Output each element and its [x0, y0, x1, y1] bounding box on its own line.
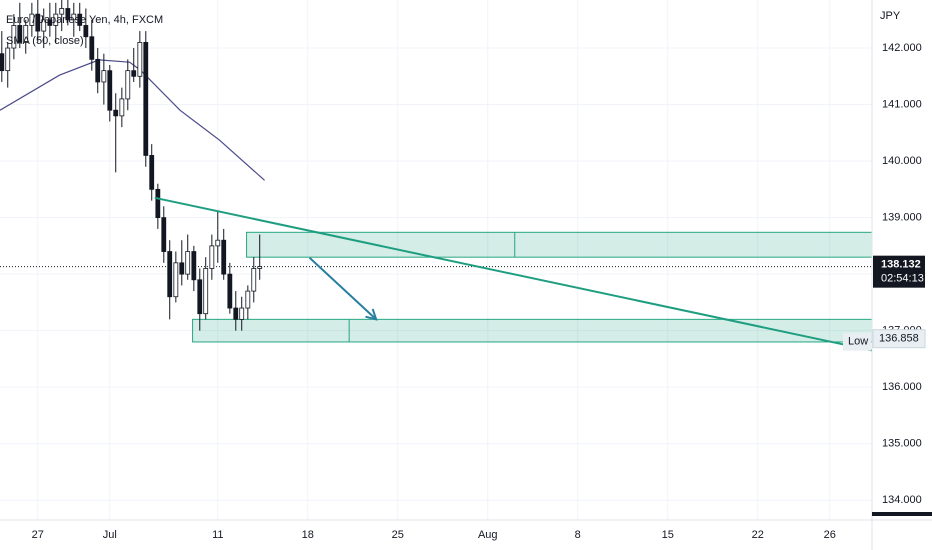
candle-body [71, 13, 77, 21]
candle-body [101, 70, 107, 83]
candle-body [167, 251, 173, 298]
candle-body [251, 268, 257, 292]
candle-body [209, 245, 215, 269]
candle-body [215, 239, 221, 247]
candle-body [77, 13, 83, 26]
trend-line [154, 196, 872, 352]
candle-body [239, 307, 245, 320]
low-box [872, 329, 926, 349]
y-tick-label: 142.000 [882, 42, 922, 54]
y-tick-label: 134.000 [882, 494, 922, 506]
candle-body [53, 13, 59, 26]
y-tick-label: 139.000 [882, 212, 922, 224]
candle-body [95, 58, 101, 83]
candle-body [227, 273, 233, 309]
candle-body [17, 25, 23, 43]
candle-body [161, 217, 167, 252]
low-name-label: Low [848, 336, 868, 348]
candle-body [83, 25, 89, 38]
candle-body [131, 70, 137, 77]
x-tick-label: 25 [392, 529, 404, 541]
candle-body [173, 262, 179, 298]
candle-body [41, 19, 47, 32]
candle-body [65, 8, 71, 21]
last-price-box [873, 255, 925, 288]
low-price-label: 136.858 [879, 333, 919, 345]
x-tick-label: 8 [575, 529, 581, 541]
candle-body [137, 41, 143, 77]
chart-title: Euro / Japanese Yen, 4h, FXCM [6, 14, 163, 26]
x-tick-label: Aug [478, 529, 498, 541]
candle-body [143, 41, 149, 156]
axis-corner [872, 512, 932, 516]
candle-body [149, 155, 155, 190]
x-tick-label: 27 [32, 529, 44, 541]
candle-body [35, 13, 41, 32]
low-name-box [843, 332, 871, 351]
arrow-head [365, 308, 378, 321]
candle-body [125, 70, 131, 100]
countdown-label: 02:54:13 [881, 273, 924, 285]
candle-body [179, 262, 185, 275]
candle-body [107, 70, 113, 111]
candle-body [197, 279, 203, 315]
candle-body [221, 239, 227, 275]
candle-body [191, 251, 197, 281]
candle-body [203, 268, 209, 315]
last-price-label: 138.132 [881, 259, 921, 271]
zone [246, 231, 873, 258]
zone [192, 318, 873, 343]
candle-body [11, 25, 17, 49]
candle-body [233, 307, 239, 320]
y-tick-label: 136.000 [882, 381, 922, 393]
candle-body [113, 109, 119, 117]
candle-body [29, 13, 35, 26]
x-tick-label: Jul [103, 529, 117, 541]
candle-body [185, 251, 191, 275]
candle-body [23, 25, 29, 43]
candle-body [0, 53, 5, 72]
candle-body [155, 188, 161, 219]
x-tick-label: 26 [824, 529, 836, 541]
x-tick-label: 22 [752, 529, 764, 541]
x-tick-label: 11 [212, 529, 223, 541]
currency-label: JPY [880, 10, 901, 22]
candle-body [245, 290, 251, 309]
plot-area [0, 0, 873, 520]
y-tick-label: 141.000 [882, 98, 922, 110]
indicator-label: SMA (50, close) [6, 35, 84, 47]
sma-line [0, 59, 265, 181]
y-tick-label: 135.000 [882, 438, 922, 450]
candle-body [5, 47, 11, 72]
arrow [308, 257, 377, 321]
x-tick-label: 18 [302, 529, 314, 541]
candle-body [119, 98, 125, 117]
y-tick-label: 140.000 [882, 155, 922, 167]
x-tick-label: 15 [662, 529, 674, 541]
candle-body [47, 19, 53, 26]
candle-body [89, 36, 95, 60]
candle-body [257, 266, 263, 269]
candle-body [59, 8, 65, 15]
